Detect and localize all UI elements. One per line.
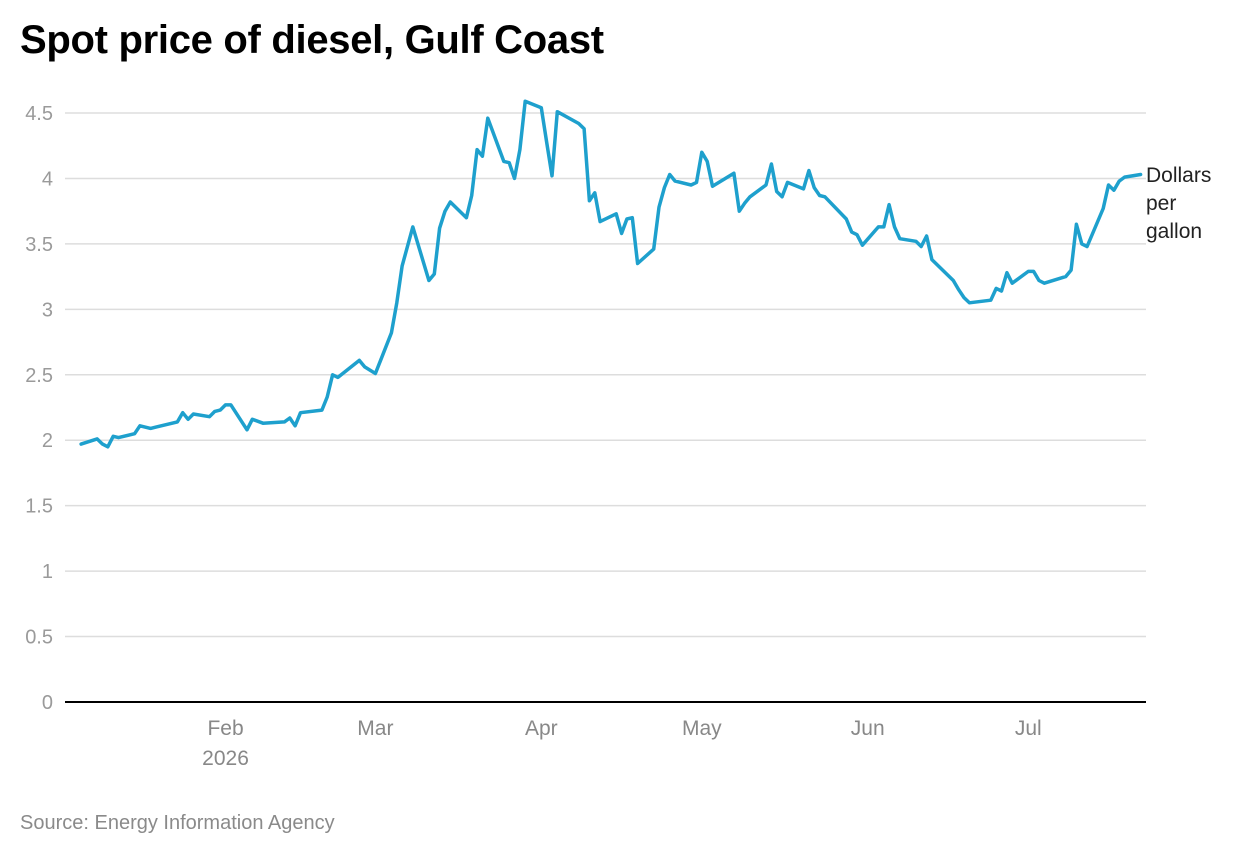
y-tick-label: 2 (42, 430, 53, 452)
source-note: Source: Energy Information Agency (20, 812, 335, 834)
chart-title: Spot price of diesel, Gulf Coast (20, 18, 604, 62)
y-unit-label-line: gallon (1146, 220, 1202, 243)
x-tick-label: Jul (1015, 717, 1042, 740)
y-unit-label: Dollars per gallon (1146, 164, 1211, 243)
gridlines (65, 112, 1146, 638)
y-tick-label: 2.5 (25, 365, 53, 387)
x-tick-label: Mar (357, 717, 393, 740)
y-tick-label: 4 (42, 168, 53, 190)
x-axis-ticks: Feb 2026 Mar Apr May Jun Jul (202, 717, 1042, 770)
y-tick-label: 1 (42, 561, 53, 583)
y-unit-label-line: per (1146, 192, 1176, 215)
y-tick-label: 1.5 (25, 496, 53, 518)
y-axis-ticks: 0 0.5 1 1.5 2 2.5 3 3.5 4 4.5 (25, 103, 53, 714)
y-tick-label: 0 (42, 692, 53, 714)
y-unit-label-line: Dollars (1146, 164, 1211, 187)
y-tick-label: 3.5 (25, 234, 53, 256)
x-tick-label: Jun (851, 717, 885, 740)
x-tick-label: May (682, 717, 722, 740)
x-tick-year-label: 2026 (202, 747, 249, 770)
y-tick-label: 3 (42, 299, 53, 321)
x-tick-label: Feb (207, 717, 243, 740)
x-tick-label: Apr (525, 717, 558, 740)
series-line-diesel-price (79, 99, 1143, 449)
y-tick-label: 4.5 (25, 103, 53, 125)
y-tick-label: 0.5 (25, 627, 53, 649)
